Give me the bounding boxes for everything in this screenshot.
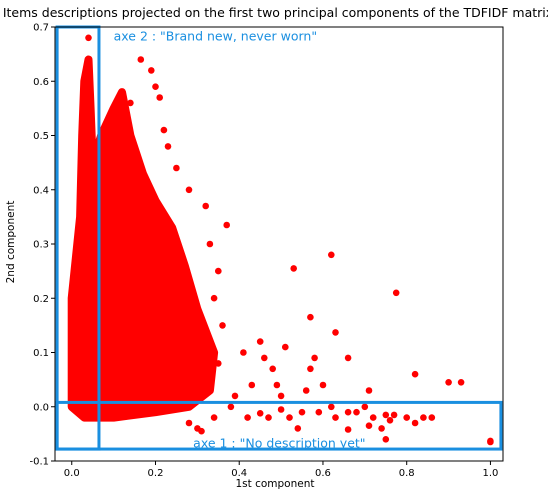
scatter-point: [315, 408, 323, 416]
scatter-point: [223, 221, 230, 229]
y-axis-label: 2nd component: [5, 201, 17, 284]
scatter-point: [248, 381, 256, 389]
scatter-point: [215, 267, 222, 275]
scatter-point: [361, 403, 369, 411]
scatter-point: [256, 410, 264, 417]
scatter-point: [277, 392, 285, 400]
x-tick-label: 0.4: [231, 468, 247, 479]
scatter-point: [353, 408, 360, 416]
scatter-point: [457, 379, 465, 386]
scatter-point: [445, 379, 452, 386]
y-tick-label: 0.0: [33, 402, 49, 413]
scatter-point: [282, 343, 289, 351]
scatter-point: [307, 365, 314, 373]
x-tick-label: 0.0: [64, 468, 80, 479]
x-tick-label: 1.0: [482, 468, 498, 479]
scatter-point: [206, 240, 214, 248]
scatter-point: [328, 403, 335, 411]
scatter-point: [185, 186, 193, 194]
scatter-point: [332, 329, 339, 336]
y-tick-label: -0.1: [29, 457, 49, 468]
scatter-point: [344, 408, 352, 416]
scatter-point: [365, 387, 373, 394]
x-axis-label: 1st component: [235, 478, 314, 490]
scatter-point: [378, 425, 385, 432]
y-tick-label: 0.1: [33, 348, 49, 359]
scatter-point: [298, 408, 306, 416]
scatter-point: [173, 164, 180, 172]
scatter-point: [202, 202, 209, 210]
scatter-point: [286, 414, 293, 421]
scatter-point: [365, 422, 373, 430]
y-tick-label: 0.5: [33, 131, 49, 142]
scatter-point: [244, 414, 251, 421]
scatter-point: [290, 265, 298, 272]
scatter-point: [319, 381, 327, 389]
scatter-point: [420, 414, 427, 421]
scatter-point: [261, 354, 268, 362]
y-tick-label: 0.6: [33, 77, 49, 88]
scatter-point: [311, 354, 318, 362]
x-tick-label: 0.6: [315, 468, 331, 479]
x-tick-label: 0.8: [399, 468, 415, 479]
scatter-point: [156, 94, 163, 101]
scatter-point: [185, 419, 193, 427]
scatter-point: [390, 411, 398, 419]
scatter-point: [302, 387, 310, 394]
scatter-point: [256, 338, 264, 345]
scatter-point: [240, 349, 247, 356]
scatter-point: [269, 365, 277, 373]
scatter-point: [294, 425, 302, 432]
scatter-point: [277, 406, 285, 413]
scatter-point: [210, 414, 218, 421]
scatter-point: [382, 411, 390, 419]
scatter-point: [344, 354, 352, 362]
scatter-point: [215, 360, 222, 367]
scatter-point: [127, 99, 134, 107]
scatter-point: [369, 414, 377, 421]
scatter-point: [273, 381, 281, 389]
scatter-point: [219, 322, 226, 329]
scatter-point: [307, 313, 314, 321]
scatter-point: [382, 436, 390, 443]
scatter-point: [137, 56, 145, 63]
scatter-point: [160, 126, 168, 134]
x-tick-label: 0.2: [148, 468, 164, 479]
scatter-point: [210, 294, 218, 302]
axe-1-box: [55, 400, 503, 451]
scatter-point: [198, 332, 205, 340]
scatter-point: [164, 143, 172, 150]
scatter-point: [227, 403, 235, 411]
scatter-point: [328, 251, 335, 259]
scatter-point: [231, 392, 239, 400]
scatter-point: [344, 426, 352, 433]
scatter-point: [428, 414, 436, 421]
dense-point-cloud: [67, 55, 219, 422]
scatter-point: [148, 67, 155, 74]
annotation-axe-2: axe 2 : "Brand new, never worn": [114, 29, 317, 44]
scatter-point: [332, 414, 339, 421]
scatter-point: [403, 414, 411, 421]
scatter-point: [392, 289, 400, 297]
scatter-point: [487, 437, 494, 445]
y-tick-label: 0.4: [33, 185, 49, 196]
y-tick-label: 0.3: [33, 240, 49, 251]
scatter-point: [265, 414, 272, 421]
annotation-axe-1: axe 1 : "No description yet": [193, 435, 365, 450]
scatter-point: [152, 83, 159, 90]
scatter-point: [411, 419, 419, 427]
y-tick-label: 0.2: [33, 294, 49, 305]
chart-title: Items descriptions projected on the firs…: [3, 5, 548, 20]
y-tick-label: 0.7: [33, 23, 49, 34]
scatter-point: [411, 370, 419, 378]
scatter-point: [386, 417, 394, 424]
scatter-point: [85, 34, 92, 42]
scatter-point: [198, 427, 205, 435]
